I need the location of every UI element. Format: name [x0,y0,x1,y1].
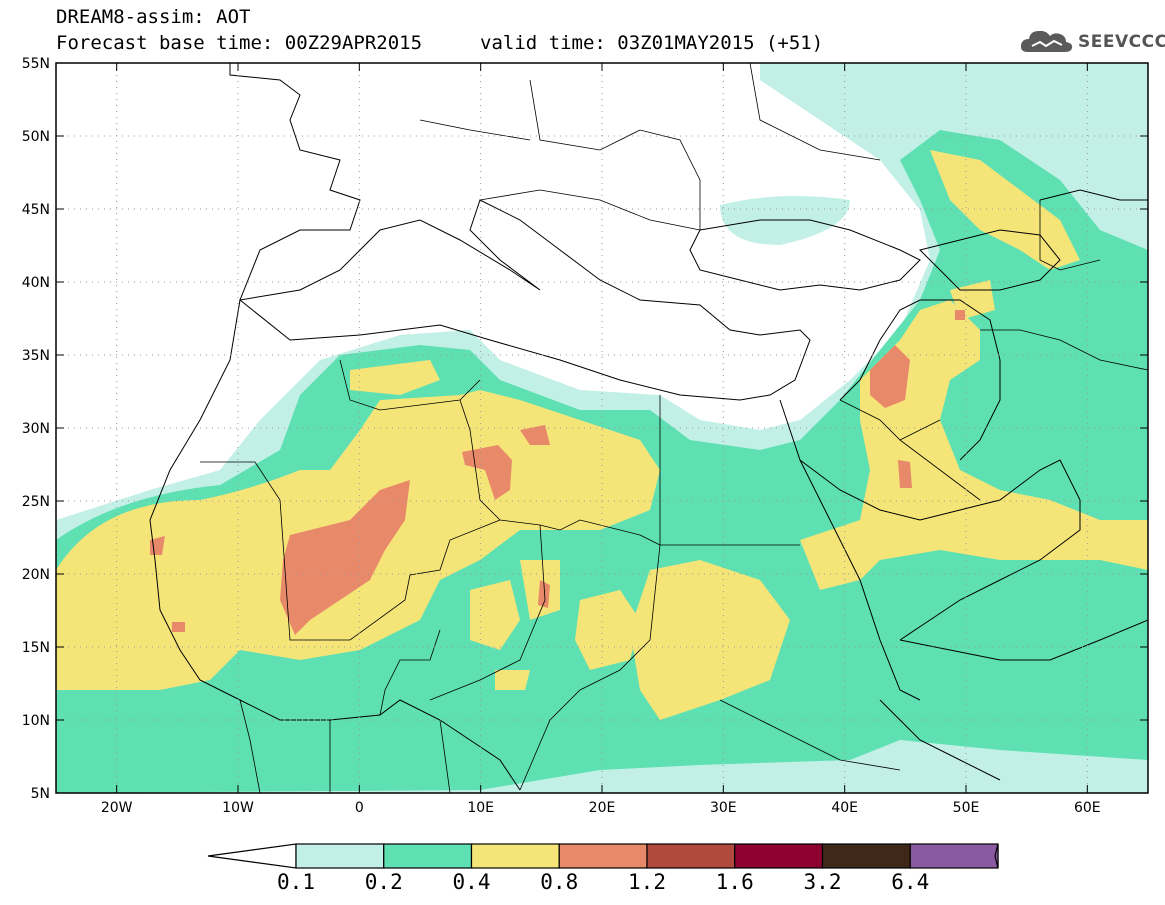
lon-label-50E: 50E [953,800,980,816]
colorbar-label-0.8: 0.8 [540,870,579,894]
map-subtitle: Forecast base time: 00Z29APR2015 valid ti… [56,32,823,54]
lon-label-20W: 20W [101,800,133,816]
colorbar-label-1.2: 1.2 [628,870,666,894]
cloud-icon [1020,30,1073,52]
lat-label-45N: 45N [22,202,50,218]
lat-label-15N: 15N [22,640,50,656]
colorbar-box-4 [646,843,736,869]
lat-label-20N: 20N [22,567,50,583]
colorbar [207,843,999,869]
seevccc-logo: SEEVCCC [1018,26,1165,56]
colorbar-box-2 [470,843,560,869]
colorbar-box-6 [821,843,911,869]
lat-label-30N: 30N [22,421,50,437]
latitude-labels: 55N 50N 45N 40N 35N 30N 25N 20N 15N 10N 5N [22,56,50,802]
lon-label-10E: 10E [467,800,494,816]
colorbar-label-3.2: 3.2 [803,870,842,894]
colorbar-high-extension [994,843,999,869]
lat-label-25N: 25N [22,494,50,510]
borders [200,63,1148,793]
coastlines [149,63,1148,791]
logo-text: SEEVCCC [1078,32,1165,52]
lon-label-20E: 20E [589,800,616,816]
graticule [56,63,1148,793]
valid-time: valid time: 03Z01MAY2015 (+51) [480,32,824,54]
lat-label-5N: 5N [31,786,50,802]
lat-label-40N: 40N [22,275,50,291]
lat-label-35N: 35N [22,348,50,364]
colorbar-box-7 [909,843,999,869]
lon-label-10W: 10W [222,800,254,816]
lon-label-40E: 40E [831,800,858,816]
axis-ticks [56,62,1148,794]
lat-label-55N: 55N [22,56,50,72]
colorbar-label-6.4: 6.4 [891,870,930,894]
base-time: Forecast base time: 00Z29APR2015 [56,32,423,54]
colorbar-label-0.1: 0.1 [277,870,315,894]
colorbar-box-0 [295,843,385,869]
map-title: DREAM8-assim: AOT [56,6,251,28]
colorbar-box-1 [383,843,473,869]
lon-label-60E: 60E [1074,800,1101,816]
lon-label-30E: 30E [710,800,737,816]
lon-label-0: 0 [355,800,364,816]
colorbar-label-0.4: 0.4 [452,870,491,894]
colorbar-low-extension [207,843,297,869]
colorbar-label-1.6: 1.6 [715,870,754,894]
colorbar-box-5 [734,843,824,869]
lat-label-50N: 50N [22,129,50,145]
longitude-labels: 20W 10W 0 10E 20E 30E 40E 50E 60E [101,800,1101,816]
colorbar-label-0.2: 0.2 [364,870,403,894]
colorbar-box-3 [558,843,648,869]
lat-label-10N: 10N [22,713,50,729]
